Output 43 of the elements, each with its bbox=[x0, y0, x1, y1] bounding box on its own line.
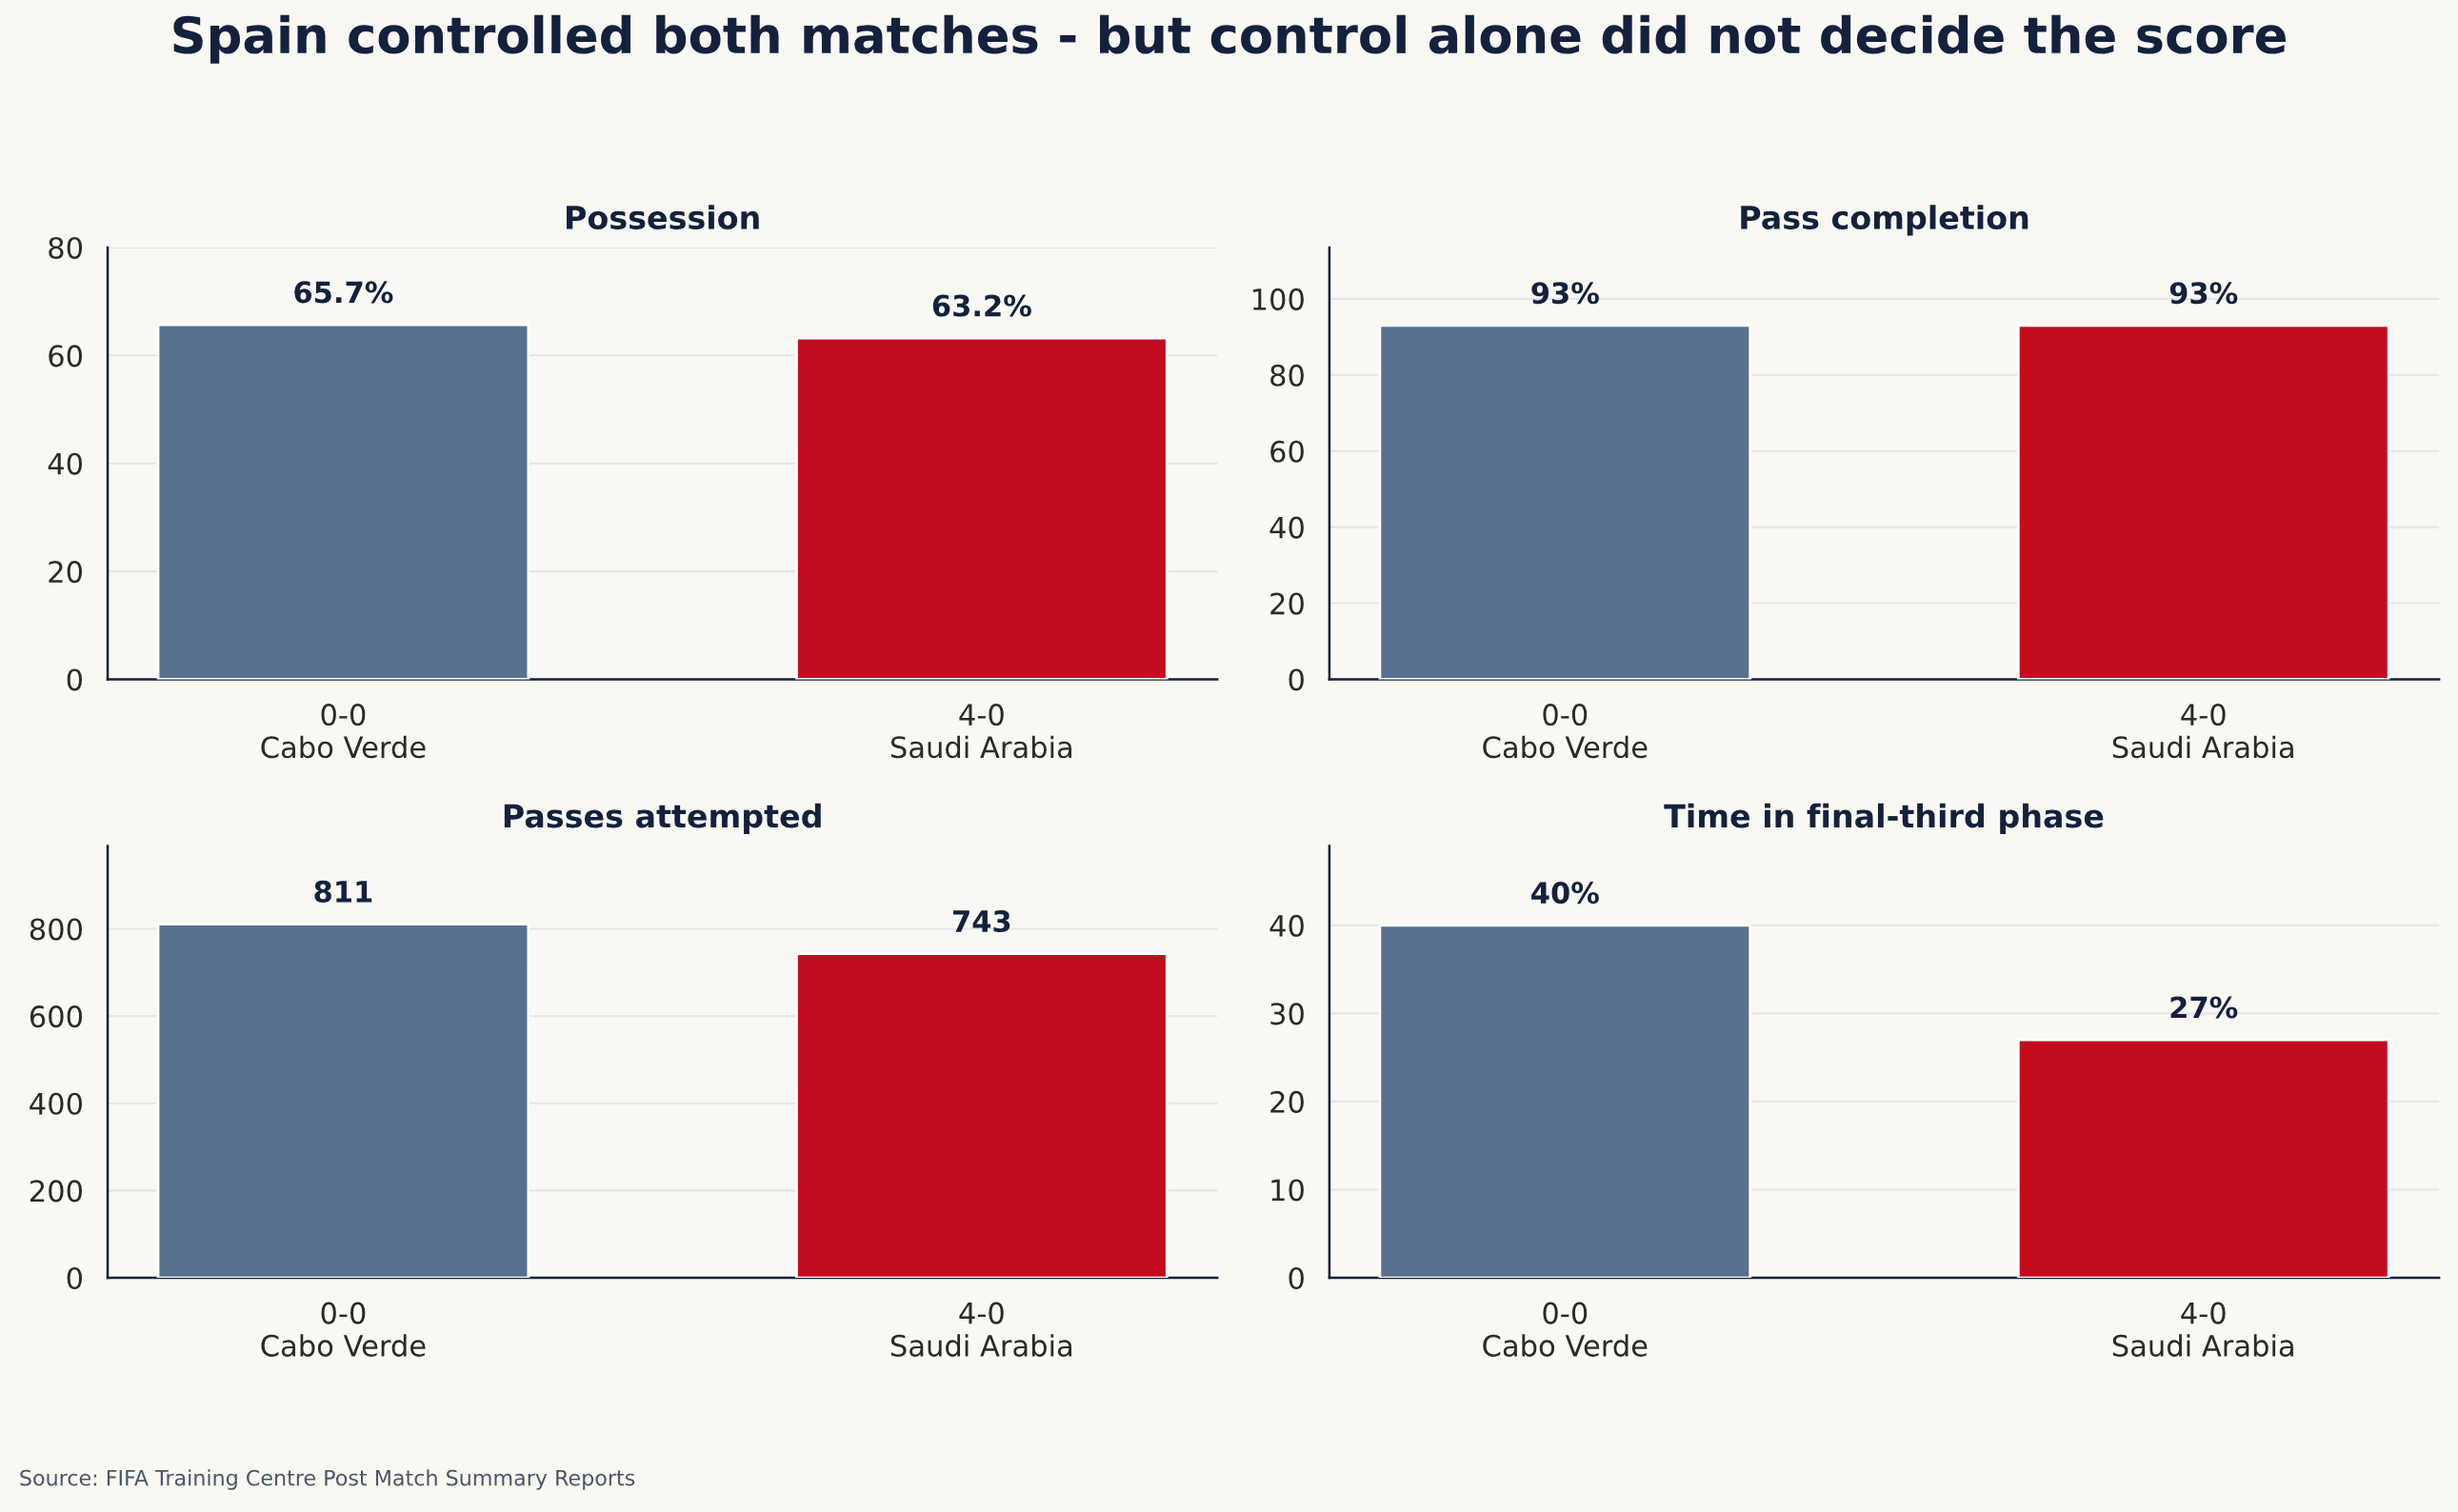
y-tick-label: 600 bbox=[30, 1005, 83, 1028]
y-tick-label: 40 bbox=[48, 452, 83, 475]
x-tick-label: 4-0 Saudi Arabia bbox=[890, 1302, 1072, 1357]
y-tick-label: 40 bbox=[1269, 914, 1304, 937]
y-tick-label: 100 bbox=[1252, 288, 1304, 310]
data-label: 811 bbox=[314, 880, 372, 903]
y-tick-label: 20 bbox=[1270, 592, 1304, 615]
x-tick-label: 0-0 Cabo Verde bbox=[261, 704, 426, 759]
x-tick-label: 4-0 Saudi Arabia bbox=[2112, 704, 2293, 759]
data-label: 93% bbox=[2169, 282, 2238, 305]
text: Spain controlled both matches - but control alone did not decide the score bbox=[173, 14, 2286, 64]
x-tick-label: 0-0 Cabo Verde bbox=[261, 1302, 426, 1357]
y-tick-label: 0 bbox=[1289, 1266, 1304, 1290]
data-label: 743 bbox=[953, 909, 1010, 933]
y-tick-label: 20 bbox=[1270, 1090, 1304, 1113]
chart-title: Time in final-third phase bbox=[1664, 803, 2104, 834]
data-label: 65.7% bbox=[294, 281, 393, 304]
y-tick-label: 0 bbox=[67, 1266, 83, 1290]
data-label: 63.2% bbox=[932, 294, 1031, 317]
y-tick-label: 40 bbox=[1269, 516, 1304, 539]
y-tick-label: 800 bbox=[30, 918, 83, 941]
y-tick-label: 20 bbox=[49, 561, 83, 584]
data-label: 93% bbox=[1531, 282, 1599, 305]
source-note: Source: FIFA Training Centre Post Match Summary Reports bbox=[20, 1469, 635, 1490]
data-label: 27% bbox=[2170, 996, 2238, 1019]
y-tick-label: 0 bbox=[1289, 668, 1304, 691]
x-tick-label: 4-0 Saudi Arabia bbox=[890, 704, 1072, 759]
y-tick-label: 400 bbox=[30, 1092, 83, 1115]
data-label: 40% bbox=[1531, 882, 1599, 905]
y-tick-label: 80 bbox=[1270, 364, 1304, 387]
x-tick-label: 0-0 Cabo Verde bbox=[1483, 704, 1648, 759]
chart-title: Pass completion bbox=[1741, 205, 2028, 236]
y-tick-label: 60 bbox=[1270, 440, 1304, 463]
y-tick-label: 80 bbox=[49, 236, 83, 259]
y-tick-label: 10 bbox=[1271, 1179, 1304, 1202]
y-tick-label: 200 bbox=[30, 1180, 83, 1203]
x-tick-label: 4-0 Saudi Arabia bbox=[2112, 1302, 2293, 1357]
y-tick-label: 60 bbox=[49, 345, 83, 368]
chart-title: Possession bbox=[567, 205, 759, 229]
x-tick-label: 0-0 Cabo Verde bbox=[1483, 1302, 1648, 1357]
chart-title: Passes attempted bbox=[504, 803, 821, 834]
y-tick-label: 30 bbox=[1270, 1003, 1304, 1025]
y-tick-label: 0 bbox=[67, 668, 83, 691]
